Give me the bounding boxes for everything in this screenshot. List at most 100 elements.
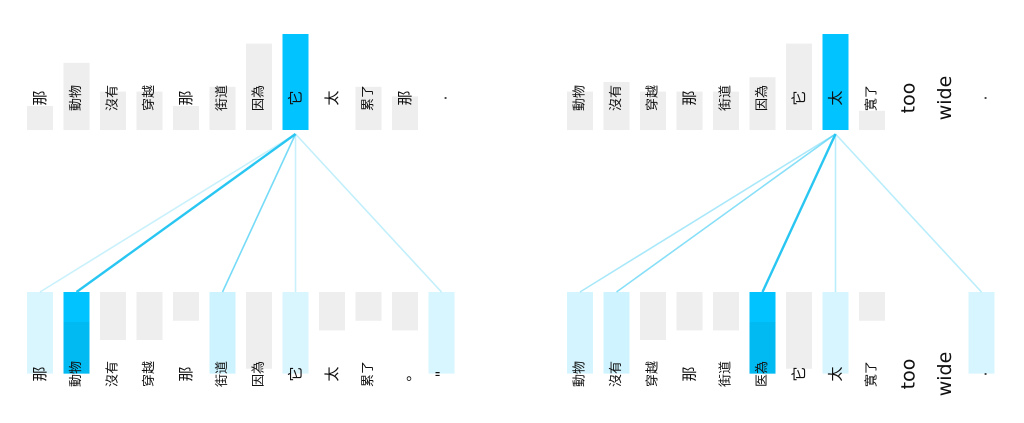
bottom-token-label[interactable]: 那 [681,366,699,381]
top-token-label[interactable]: 累了 [361,85,376,111]
top-token-bar [822,34,849,130]
top-token-bar [567,91,593,130]
attention-weight-fill [63,292,90,374]
attention-link [294,133,443,293]
bottom-token-bar [136,292,163,340]
bottom-token-bar [173,292,199,321]
bottom-token-label[interactable]: 太 [323,366,341,381]
top-token-label[interactable]: 動物 [69,85,84,111]
top-token-bar [676,91,703,130]
top-token-bar [640,91,666,130]
bottom-token-bar [27,292,53,374]
top-token-bar [246,43,272,130]
top-token-bar [786,43,812,130]
bottom-token-label[interactable]: 那 [31,366,49,381]
top-token-label[interactable]: 那 [681,90,699,105]
top-token-bar [136,91,163,130]
bottom-token-label[interactable]: 沒有 [106,361,121,387]
bottom-token-bar [100,292,126,340]
top-token-label[interactable]: 那 [31,90,49,105]
attention-link [75,133,297,293]
bottom-token-bar [209,292,236,374]
bottom-token-bar [567,292,593,374]
top-token-label[interactable]: 沒有 [609,85,624,111]
top-token-label[interactable]: 那 [177,90,195,105]
bottom-token-bar [713,292,739,331]
top-token-bar [713,91,739,130]
top-token-label[interactable]: 穿越 [141,85,157,111]
bottom-token-label[interactable]: 因為 [251,361,267,387]
top-token-bar [63,62,90,130]
bottom-token-bar [319,292,345,331]
attention-weight-shade [63,322,90,374]
top-token-label[interactable]: 穿越 [645,85,661,111]
attention-weight-fill [749,292,776,374]
top-token-label[interactable]: 寬了 [864,85,880,111]
top-token-label[interactable]: 它 [287,90,305,105]
bottom-token-bar [355,292,382,321]
bottom-token-label[interactable]: 沒有 [609,361,624,387]
attention-link [761,133,837,293]
top-token-label[interactable]: 街道 [719,85,734,111]
top-token-label[interactable]: 街道 [215,85,230,111]
bottom-token-bar [859,292,885,321]
top-token-label[interactable]: . [433,96,451,101]
top-token-label[interactable]: 因為 [754,85,770,111]
top-token-label[interactable]: 沒有 [106,85,121,111]
top-token-bar [749,77,776,130]
top-token-label[interactable]: wide [934,76,956,121]
top-token-bar [209,86,236,130]
top-token-bar [392,96,418,130]
bottom-token-label[interactable]: 街道 [719,361,734,387]
bottom-token-label[interactable]: 累了 [361,361,376,387]
bottom-token-bar [282,292,309,374]
top-token-label[interactable]: . [973,96,991,101]
attention-link [221,133,297,293]
top-token-label[interactable]: 太 [323,90,341,105]
bottom-token-label[interactable]: " [433,371,451,378]
bottom-token-bar [246,292,272,369]
top-token-bar [27,106,53,130]
top-token-bar [603,82,630,130]
top-token-label[interactable]: 動物 [573,85,588,111]
bottom-token-label[interactable]: 它 [287,366,305,381]
attention-link [579,133,836,293]
bottom-token-label[interactable]: 太 [827,366,845,381]
attention-panel-right: 動物 沒有 穿越那街道 因為它太寬了 too wide .動物 沒有 穿越那街道 医為它太寬了 to… [567,34,995,396]
bottom-token-bar [786,292,812,369]
attention-weight-shade [749,322,776,374]
attention-panel-left: 那動物 沒有 穿越那街道 因為它太累了那 .那 動物 沒有 穿越那街道 因為它太累了。 " [27,34,455,387]
top-token-bar [282,34,309,130]
bottom-token-bar [428,292,455,374]
top-token-label[interactable]: 因為 [251,85,267,111]
bottom-token-label[interactable]: 街道 [215,361,230,387]
bottom-token-bar [676,292,703,331]
bottom-token-label[interactable]: too [898,359,920,390]
bottom-token-label[interactable]: 動物 [573,361,588,387]
attention-link [616,133,836,293]
top-token-label[interactable]: too [898,83,920,114]
bottom-token-label[interactable]: 。 [396,366,414,381]
bottom-token-bar [822,292,849,374]
bottom-token-label[interactable]: 那 [177,366,195,381]
attention-link [39,133,296,293]
bottom-token-label[interactable]: 動物 [69,361,84,387]
top-token-bar [100,91,126,130]
bottom-token-label[interactable]: 医為 [754,361,770,387]
bottom-token-bar [392,292,418,331]
top-token-bar [173,106,199,130]
bottom-token-label[interactable]: wide [934,352,956,397]
bottom-token-label[interactable]: 穿越 [645,361,661,387]
bottom-token-label[interactable]: 寬了 [864,361,880,387]
attention-link [834,133,983,293]
top-token-label[interactable]: 太 [827,90,845,105]
bottom-token-bar [640,292,666,340]
top-token-bar [355,86,382,130]
top-token-bar [859,110,885,130]
top-token-label[interactable]: 它 [790,90,808,105]
bottom-token-label[interactable]: 它 [790,366,808,381]
bottom-token-label[interactable]: 穿越 [141,361,157,387]
top-token-label[interactable]: 那 [396,90,414,105]
bottom-token-label[interactable]: . [973,372,991,377]
